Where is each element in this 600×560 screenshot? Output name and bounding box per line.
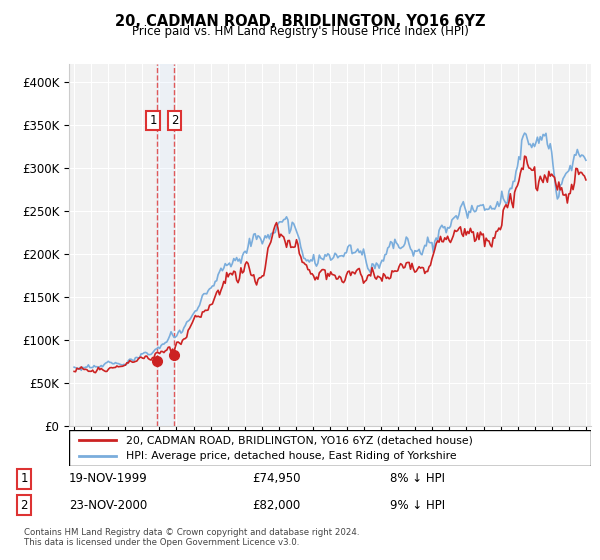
Text: 19-NOV-1999: 19-NOV-1999 [69,472,148,486]
Text: 20, CADMAN ROAD, BRIDLINGTON, YO16 6YZ (detached house): 20, CADMAN ROAD, BRIDLINGTON, YO16 6YZ (… [127,435,473,445]
Text: £82,000: £82,000 [252,498,300,512]
Text: 1: 1 [149,114,157,127]
Text: 9% ↓ HPI: 9% ↓ HPI [390,498,445,512]
Text: 23-NOV-2000: 23-NOV-2000 [69,498,147,512]
Text: 20, CADMAN ROAD, BRIDLINGTON, YO16 6YZ: 20, CADMAN ROAD, BRIDLINGTON, YO16 6YZ [115,14,485,29]
Bar [157,64,175,426]
Text: 2: 2 [170,114,178,127]
Text: HPI: Average price, detached house, East Riding of Yorkshire: HPI: Average price, detached house, East… [127,451,457,461]
Text: 2: 2 [20,498,28,512]
FancyBboxPatch shape [69,430,591,466]
Text: 1: 1 [20,472,28,486]
Text: Price paid vs. HM Land Registry's House Price Index (HPI): Price paid vs. HM Land Registry's House … [131,25,469,38]
Text: Contains HM Land Registry data © Crown copyright and database right 2024.
This d: Contains HM Land Registry data © Crown c… [24,528,359,547]
Text: 8% ↓ HPI: 8% ↓ HPI [390,472,445,486]
Text: £74,950: £74,950 [252,472,301,486]
